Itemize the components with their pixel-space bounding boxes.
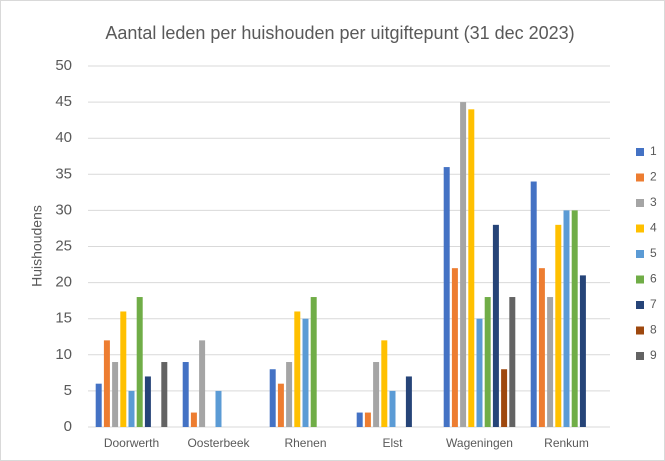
- bar: [95, 383, 102, 427]
- legend-swatch: [636, 250, 644, 258]
- y-tick-label: 15: [55, 310, 72, 327]
- bar: [356, 412, 363, 427]
- bar: [571, 210, 578, 427]
- x-tick-label: Doorwerth: [104, 436, 159, 450]
- x-tick-label: Elst: [382, 436, 403, 450]
- bar: [530, 181, 537, 427]
- y-tick-label: 10: [55, 346, 72, 363]
- x-tick-label: Wageningen: [446, 436, 513, 450]
- bar: [381, 340, 388, 427]
- bar: [373, 362, 380, 427]
- bar: [389, 390, 396, 427]
- bar: [579, 275, 586, 427]
- bar: [302, 318, 309, 427]
- y-tick-label: 5: [64, 382, 72, 399]
- bar: [501, 369, 508, 427]
- legend-label: 3: [650, 195, 657, 209]
- bar: [136, 297, 143, 427]
- bar: [563, 210, 570, 427]
- legend-label: 6: [650, 272, 657, 286]
- bar: [538, 268, 545, 427]
- legend-swatch: [636, 352, 644, 360]
- bar: [199, 340, 206, 427]
- chart-title: Aantal leden per huishouden per uitgifte…: [105, 23, 574, 43]
- bar: [103, 340, 110, 427]
- legend-swatch: [636, 275, 644, 284]
- legend-swatch: [636, 173, 644, 182]
- bar: [215, 390, 222, 427]
- legend-swatch: [636, 301, 644, 309]
- y-tick-label: 30: [55, 201, 72, 218]
- bar: [269, 369, 276, 427]
- bar: [443, 167, 450, 427]
- bar: [555, 224, 562, 427]
- y-tick-label: 45: [55, 93, 72, 110]
- bar: [190, 412, 197, 427]
- bar: [468, 109, 475, 427]
- x-tick-label: Renkum: [544, 436, 589, 450]
- y-axis-label: Huishoudens: [29, 205, 45, 287]
- bar: [286, 362, 293, 427]
- bar: [492, 224, 499, 427]
- bar: [112, 362, 119, 427]
- bar: [460, 102, 467, 427]
- legend-label: 1: [650, 144, 657, 158]
- bar: [128, 390, 135, 427]
- y-tick-label: 40: [55, 129, 72, 146]
- x-tick-label: Oosterbeek: [187, 436, 250, 450]
- bar: [484, 297, 491, 427]
- bar: [182, 362, 189, 427]
- bar: [144, 376, 151, 427]
- bar: [547, 297, 554, 427]
- y-tick-label: 50: [55, 57, 72, 74]
- bar: [277, 383, 284, 427]
- legend-label: 5: [650, 246, 657, 260]
- y-tick-label: 20: [55, 274, 72, 291]
- legend-swatch: [636, 326, 644, 335]
- bar: [310, 297, 317, 427]
- y-tick-label: 25: [55, 237, 72, 254]
- bar: [451, 268, 458, 427]
- bar: [364, 412, 371, 427]
- y-tick-label: 0: [64, 418, 72, 435]
- legend-swatch: [636, 148, 644, 156]
- bar: [294, 311, 301, 427]
- legend-label: 8: [650, 323, 657, 337]
- legend-label: 9: [650, 348, 657, 362]
- x-tick-label: Rhenen: [284, 436, 326, 450]
- legend-swatch: [636, 224, 644, 233]
- legend-label: 4: [650, 221, 657, 235]
- legend-swatch: [636, 199, 644, 207]
- bar: [405, 376, 412, 427]
- bar: [476, 318, 483, 427]
- bar: [120, 311, 127, 427]
- bar: [509, 297, 516, 427]
- legend-label: 2: [650, 170, 657, 184]
- legend-label: 7: [650, 297, 657, 311]
- bar: [161, 362, 168, 427]
- y-tick-label: 35: [55, 165, 72, 182]
